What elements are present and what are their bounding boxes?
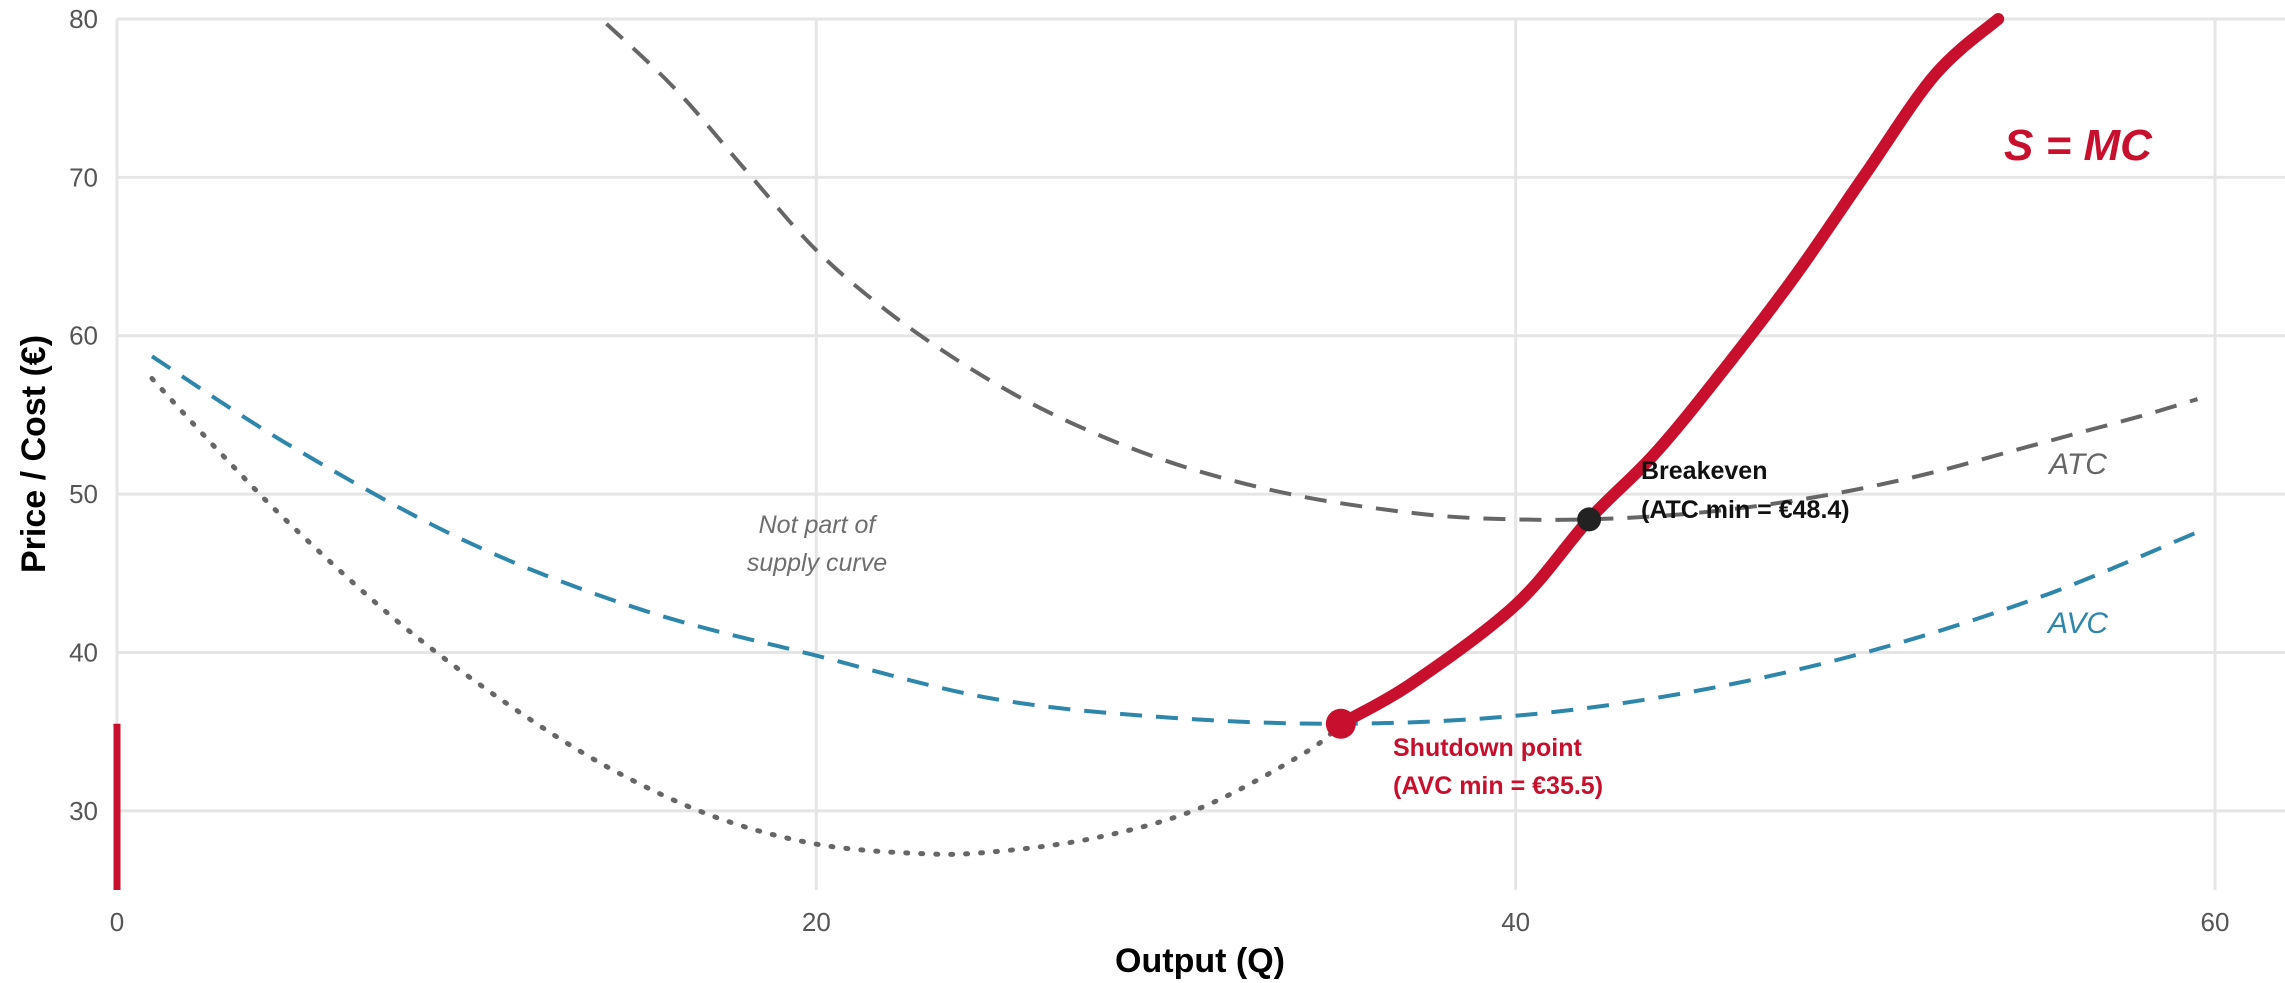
x-tick-label-60: 60 xyxy=(2201,907,2230,937)
x-tick-label-40: 40 xyxy=(1501,907,1530,937)
supply-label: S = MC xyxy=(2004,121,2153,170)
y-tick-label-70: 70 xyxy=(69,162,98,192)
tick-labels: 30 40 50 60 70 80 0 20 40 60 xyxy=(69,4,2229,937)
breakeven-point-marker xyxy=(1577,507,1602,532)
grid xyxy=(115,17,2285,890)
series-s-mc-line xyxy=(1334,13,2005,730)
not-part-note-line1: Not part of xyxy=(759,511,879,539)
series-mc-line xyxy=(149,376,1344,857)
shutdown-point-marker xyxy=(1325,708,1356,739)
x-tick-label-20: 20 xyxy=(802,907,831,937)
x-tick-label-0: 0 xyxy=(110,907,124,937)
avc-label: AVC xyxy=(2046,607,2108,640)
curves xyxy=(113,13,2199,890)
y-axis-title: Price / Cost (€) xyxy=(15,335,53,573)
atc-label: ATC xyxy=(2047,448,2107,481)
y-tick-label-40: 40 xyxy=(69,637,98,667)
shutdown-label-line1: Shutdown point xyxy=(1393,734,1583,762)
not-part-note-line2: supply curve xyxy=(747,549,887,577)
points xyxy=(1325,507,1602,739)
series-avc-line xyxy=(150,354,2199,726)
shutdown-label-line2: (AVC min = €35.5) xyxy=(1393,772,1603,800)
breakeven-label-line1: Breakeven xyxy=(1641,457,1767,485)
y-tick-label-50: 50 xyxy=(69,479,98,509)
y-tick-label-80: 80 xyxy=(69,4,98,34)
y-tick-label-60: 60 xyxy=(69,321,98,351)
series-atc-line xyxy=(605,22,2199,522)
breakeven-label-line2: (ATC min = €48.4) xyxy=(1641,496,1850,524)
x-axis-title: Output (Q) xyxy=(1115,942,1285,980)
y-tick-label-30: 30 xyxy=(69,796,98,826)
